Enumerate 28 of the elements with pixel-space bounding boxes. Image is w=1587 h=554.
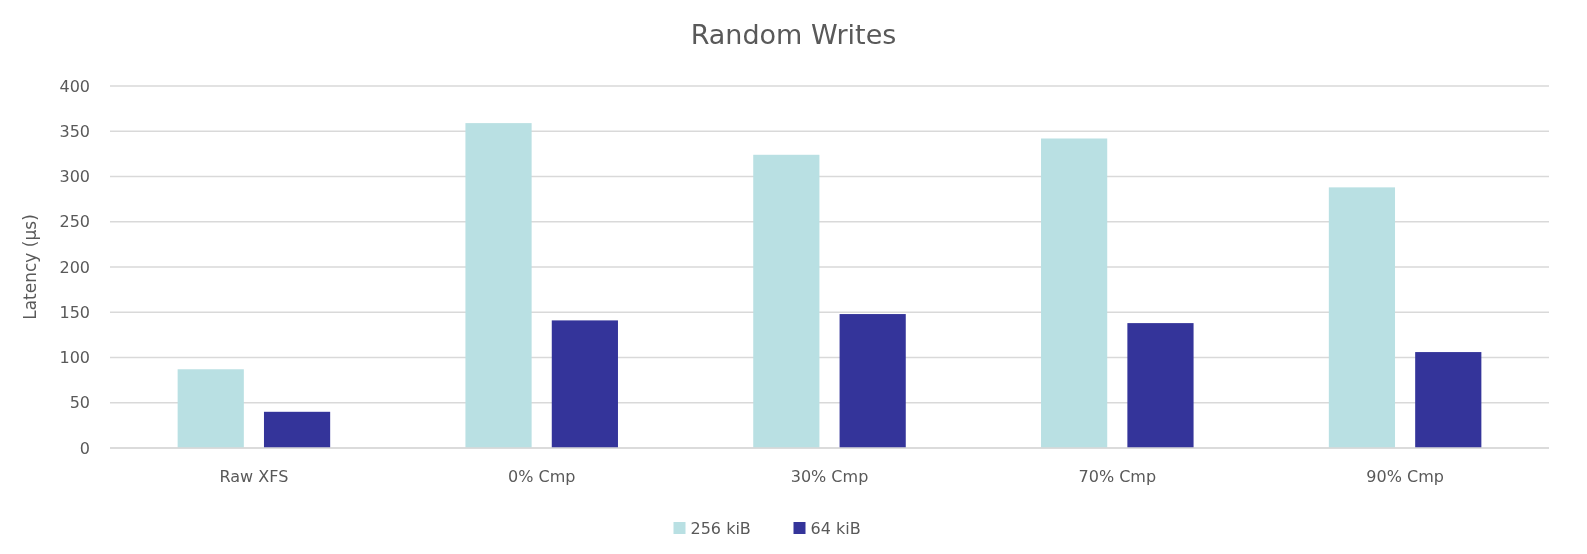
bar (1415, 352, 1482, 448)
chart-title: Random Writes (690, 19, 897, 50)
bar (839, 314, 906, 448)
bar (753, 154, 820, 448)
y-tick-label: 400 (59, 76, 90, 96)
y-tick-label: 350 (59, 121, 90, 141)
y-tick-label: 0 (79, 438, 90, 458)
legend-label: 64 kiB (810, 519, 861, 538)
bar (1127, 323, 1194, 448)
x-tick-label: 0% Cmp (508, 467, 576, 486)
legend-label: 256 kiB (690, 519, 751, 538)
y-tick-label: 250 (59, 212, 90, 232)
bar (465, 123, 532, 448)
bar (1328, 187, 1396, 448)
bar (551, 320, 618, 448)
x-tick-label: 30% Cmp (790, 467, 869, 486)
x-tick-label: 90% Cmp (1366, 467, 1444, 486)
y-tick-label: 200 (59, 257, 90, 277)
bar (177, 369, 244, 448)
y-tick-label: 100 (59, 348, 90, 368)
bar (263, 411, 331, 448)
bar (1041, 138, 1108, 448)
x-tick-label: Raw XFS (219, 467, 289, 486)
y-axis-title: Latency (µs) (20, 214, 40, 320)
x-tick-label: 70% Cmp (1078, 467, 1157, 486)
y-tick-label: 300 (59, 167, 90, 187)
y-tick-label: 50 (69, 393, 90, 413)
y-tick-label: 150 (59, 302, 90, 322)
